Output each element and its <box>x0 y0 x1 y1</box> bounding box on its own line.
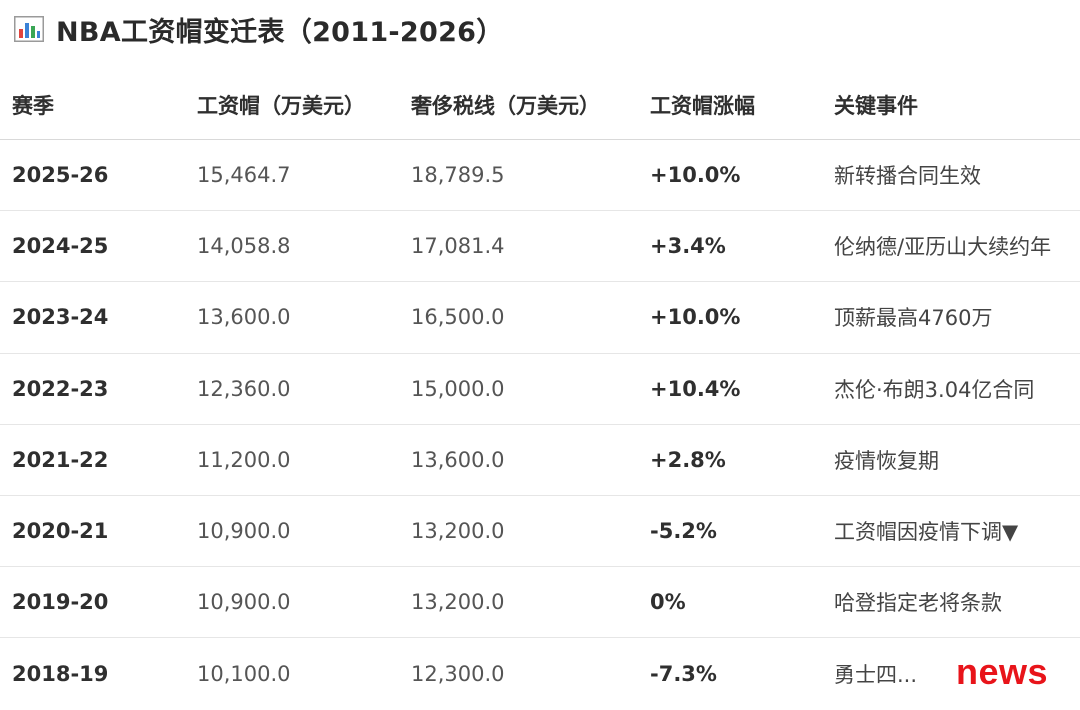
cap-cell: 10,900.0 <box>197 590 291 615</box>
page-title: NBA工资帽变迁表（2011-2026） <box>56 16 504 48</box>
tax-cell: 12,300.0 <box>411 661 505 686</box>
season-cell: 2025-26 <box>12 163 109 188</box>
cap-cell: 12,360.0 <box>197 376 291 401</box>
tax-cell: 13,600.0 <box>411 447 505 472</box>
table-row: 2018-19 10,100.0 12,300.0 -7.3% 勇士四... <box>0 638 1080 709</box>
column-header-cap: 工资帽（万美元） <box>197 93 365 118</box>
column-header-season: 赛季 <box>12 93 54 118</box>
event-cell: 杰伦·布朗3.04亿合同 <box>834 377 1035 402</box>
table-row: 2023-24 13,600.0 16,500.0 +10.0% 顶薪最高476… <box>0 282 1080 354</box>
change-cell: +10.0% <box>650 163 741 188</box>
event-cell: 工资帽因疫情下调▼ <box>834 520 1019 545</box>
tax-cell: 16,500.0 <box>411 305 505 330</box>
table-row: 2022-23 12,360.0 15,000.0 +10.4% 杰伦·布朗3.… <box>0 354 1080 425</box>
season-cell: 2024-25 <box>12 234 109 259</box>
tax-cell: 13,200.0 <box>411 519 505 544</box>
salary-cap-table: 赛季 工资帽（万美元） 奢侈税线（万美元） 工资帽涨幅 关键事件 2025-26… <box>0 70 1080 710</box>
event-cell: 勇士四... <box>834 662 918 687</box>
cap-cell: 14,058.8 <box>197 234 291 259</box>
bar-chart-icon <box>14 16 44 42</box>
cap-cell: 10,100.0 <box>197 661 291 686</box>
season-cell: 2021-22 <box>12 447 109 472</box>
tax-cell: 15,000.0 <box>411 376 505 401</box>
tax-cell: 18,789.5 <box>411 163 505 188</box>
table-row: 2020-21 10,900.0 13,200.0 -5.2% 工资帽因疫情下调… <box>0 496 1080 568</box>
season-cell: 2019-20 <box>12 590 109 615</box>
table-row: 2019-20 10,900.0 13,200.0 0% 哈登指定老将条款 <box>0 567 1080 639</box>
change-cell: +3.4% <box>650 234 726 259</box>
change-cell: 0% <box>650 590 686 615</box>
event-cell: 哈登指定老将条款 <box>834 591 1002 616</box>
event-cell: 疫情恢复期 <box>834 448 939 473</box>
table-row: 2021-22 11,200.0 13,600.0 +2.8% 疫情恢复期 <box>0 425 1080 496</box>
cap-cell: 10,900.0 <box>197 519 291 544</box>
change-cell: -5.2% <box>650 519 717 544</box>
table-header: 赛季 工资帽（万美元） 奢侈税线（万美元） 工资帽涨幅 关键事件 <box>0 70 1080 140</box>
change-cell: +2.8% <box>650 447 726 472</box>
cap-cell: 13,600.0 <box>197 305 291 330</box>
event-cell: 伦纳德/亚历山大续约年 <box>834 235 1052 260</box>
column-header-event: 关键事件 <box>834 93 918 118</box>
cap-cell: 15,464.7 <box>197 163 291 188</box>
tax-cell: 17,081.4 <box>411 234 505 259</box>
table-row: 2024-25 14,058.8 17,081.4 +3.4% 伦纳德/亚历山大… <box>0 211 1080 283</box>
season-cell: 2020-21 <box>12 519 109 544</box>
season-cell: 2023-24 <box>12 305 109 330</box>
tax-cell: 13,200.0 <box>411 590 505 615</box>
change-cell: +10.0% <box>650 305 741 330</box>
event-cell: 顶薪最高4760万 <box>834 306 993 331</box>
event-cell: 新转播合同生效 <box>834 164 981 189</box>
news-watermark: news <box>947 651 1050 693</box>
column-header-change: 工资帽涨幅 <box>650 93 755 118</box>
cap-cell: 11,200.0 <box>197 447 291 472</box>
change-cell: +10.4% <box>650 376 741 401</box>
change-cell: -7.3% <box>650 661 717 686</box>
season-cell: 2022-23 <box>12 376 109 401</box>
season-cell: 2018-19 <box>12 661 109 686</box>
column-header-tax: 奢侈税线（万美元） <box>411 93 600 118</box>
table-row: 2025-26 15,464.7 18,789.5 +10.0% 新转播合同生效 <box>0 140 1080 212</box>
title-bar: NBA工资帽变迁表（2011-2026） <box>14 12 504 48</box>
